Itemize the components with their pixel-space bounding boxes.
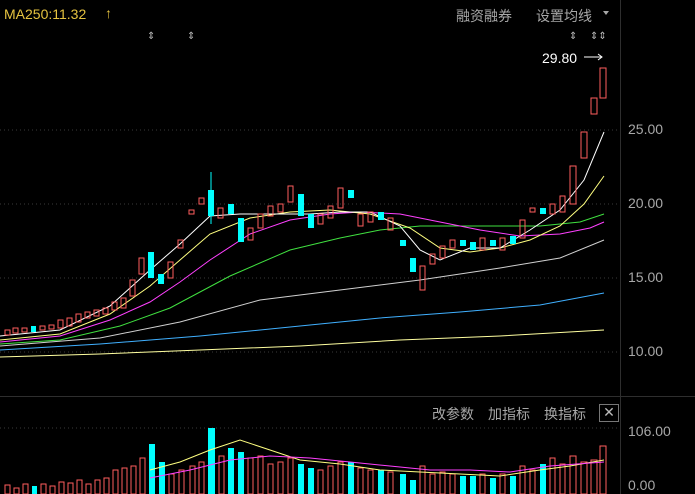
ma-line-green	[0, 213, 605, 345]
margin-trading-button[interactable]: 融资融券	[456, 8, 512, 24]
price-axis-label: 15.00	[628, 269, 664, 285]
volume-axis-bottom: 0.00	[628, 477, 656, 493]
switch-indicator-button[interactable]: 换指标	[544, 406, 586, 422]
price-axis-label: 25.00	[628, 121, 664, 137]
add-indicator-button[interactable]: 加指标	[488, 406, 530, 422]
event-marker-icon[interactable]: ⇕	[569, 31, 578, 42]
volume-ma-magenta	[149, 455, 605, 479]
ma-line-lightyellow	[0, 329, 605, 358]
panel-divider	[0, 396, 695, 397]
ma-line-blue	[0, 292, 605, 351]
close-icon[interactable]: ✕	[599, 404, 619, 422]
chart-header: MA250:11.32 ↑ 融资融券 设置均线	[0, 0, 695, 30]
event-marker-icon[interactable]: ⇕	[187, 31, 196, 42]
grid	[0, 129, 620, 429]
volume-axis-top: 106.00	[628, 423, 671, 439]
price-axis-label: 10.00	[628, 343, 664, 359]
ma-settings-button[interactable]: 设置均线	[536, 8, 592, 24]
latest-price-note: 29.80	[542, 50, 578, 66]
ma-line-gray	[0, 239, 605, 347]
chevron-down-icon[interactable]	[603, 11, 609, 15]
change-params-button[interactable]: 改参数	[432, 406, 474, 422]
event-marker-icon[interactable]: ⇕⇕	[590, 31, 607, 42]
price-note-arrow	[584, 53, 603, 61]
price-axis-label: 20.00	[628, 195, 664, 211]
volume-ma-yellow	[149, 439, 605, 477]
event-marker-icon[interactable]: ⇕	[147, 31, 156, 42]
ma-line-magenta	[0, 211, 605, 343]
up-arrow-icon: ↑	[105, 5, 112, 21]
axis-divider	[620, 0, 621, 494]
ma250-label: MA250:11.32	[4, 6, 87, 22]
candles	[4, 67, 607, 336]
ma-line-white	[0, 131, 605, 337]
